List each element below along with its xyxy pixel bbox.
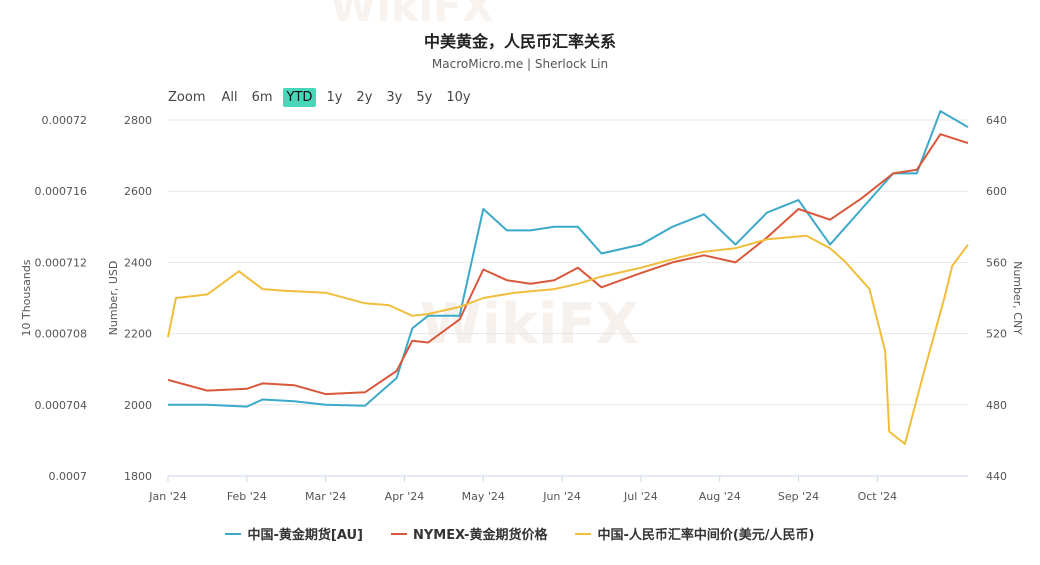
y-axis-title-outer: 10 Thousands <box>20 259 33 336</box>
legend-label-au: 中国-黄金期货[AU] <box>247 528 363 543</box>
zoom-6m-button[interactable]: 6m <box>251 89 273 105</box>
x-tick-label: Mar '24 <box>305 490 346 503</box>
y-tick-usd: 2600 <box>124 185 152 198</box>
y-tick-cny: 560 <box>986 256 1007 269</box>
series-line-nymex <box>167 133 969 396</box>
zoom-bar: Zoom All 6m YTD 1y 2y 3y 5y 10y <box>168 86 481 108</box>
y-tick-usd: 2400 <box>124 256 152 269</box>
y-tick-usd: 2000 <box>124 399 152 412</box>
y-tick-cny: 640 <box>986 114 1007 127</box>
x-tick-label: May '24 <box>462 490 505 503</box>
series-line-au <box>168 110 969 408</box>
y-tick-usd: 2200 <box>124 328 152 341</box>
y-axis-title-cny: Number, CNY <box>1011 261 1024 335</box>
chart-title: 中美黄金，人民币汇率关系 <box>423 32 616 51</box>
y-tick-usd: 2800 <box>124 114 152 127</box>
y-tick-outer: 0.000716 <box>35 185 88 198</box>
legend-swatch-nymex <box>390 532 407 535</box>
legend-item-nymex[interactable]: NYMEX-黄金期货价格 <box>390 524 548 543</box>
zoom-ytd-button[interactable]: YTD <box>282 87 317 107</box>
zoom-5y-button[interactable]: 5y <box>416 89 433 105</box>
grid-lines <box>168 119 968 477</box>
x-tick-label: Apr '24 <box>385 490 425 503</box>
series-line-cny <box>167 234 969 445</box>
x-tick-label: Aug '24 <box>699 490 741 503</box>
zoom-1y-button[interactable]: 1y <box>326 89 343 105</box>
chart-subtitle: MacroMicro.me | Sherlock Lin <box>431 57 609 71</box>
zoom-10y-button[interactable]: 10y <box>446 89 471 105</box>
y-tick-outer: 0.000712 <box>35 256 88 269</box>
y-tick-usd: 1800 <box>124 470 152 483</box>
series-lines <box>167 110 969 445</box>
x-tick-label: Feb '24 <box>227 490 267 503</box>
axes: 1800 0.0007 440 2000 0.000704 480 2200 0.000708… <box>20 114 1024 503</box>
legend-swatch-au <box>225 532 242 535</box>
legend-label-nymex: NYMEX-黄金期货价格 <box>412 528 548 543</box>
zoom-all-button[interactable]: All <box>221 89 238 105</box>
y-tick-outer: 0.000704 <box>35 399 88 412</box>
y-tick-cny: 480 <box>986 399 1007 412</box>
legend-swatch-cny <box>575 532 592 535</box>
watermark-center: WikiFX <box>420 292 639 357</box>
y-tick-outer: 0.00072 <box>42 114 88 127</box>
x-tick-label: Jul '24 <box>623 490 658 503</box>
x-tick-label: Sep '24 <box>778 490 819 503</box>
zoom-label: Zoom <box>168 89 206 105</box>
zoom-2y-button[interactable]: 2y <box>356 89 373 105</box>
y-tick-outer: 0.000708 <box>35 328 88 341</box>
y-tick-cny: 440 <box>986 470 1007 483</box>
watermark-top: WikiFX <box>330 0 495 31</box>
x-tick-label: Jan '24 <box>148 490 186 503</box>
zoom-3y-button[interactable]: 3y <box>386 89 403 105</box>
y-tick-cny: 520 <box>986 328 1007 341</box>
y-axis-title-usd: Number, USD <box>107 261 120 336</box>
x-tick-label: Jun '24 <box>542 490 581 503</box>
legend-label-cny: 中国-人民币汇率中间价(美元/人民币) <box>597 528 815 543</box>
legend: 中国-黄金期货[AU] NYMEX-黄金期货价格 中国-人民币汇率中间价(美元/… <box>0 524 1040 543</box>
y-tick-outer: 0.0007 <box>49 470 88 483</box>
x-tick-label: Oct '24 <box>858 490 898 503</box>
y-tick-cny: 600 <box>986 185 1007 198</box>
legend-item-au[interactable]: 中国-黄金期货[AU] <box>225 524 363 543</box>
legend-item-cny[interactable]: 中国-人民币汇率中间价(美元/人民币) <box>575 524 815 543</box>
